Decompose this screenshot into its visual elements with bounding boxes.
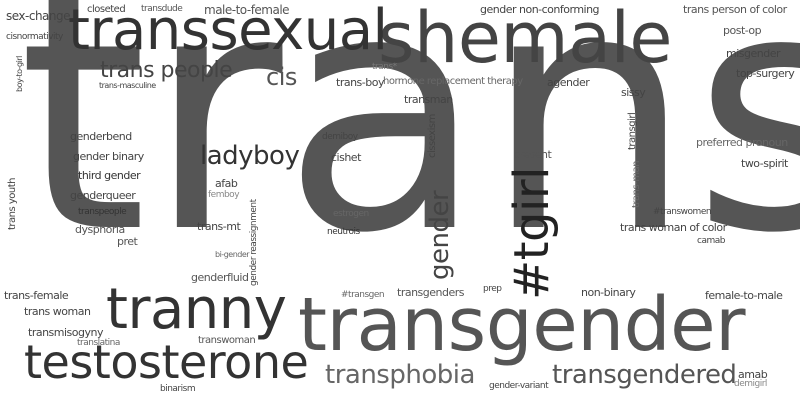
cloud-word-female-to-male: female-to-male: [705, 289, 783, 302]
cloud-word-trans-people: trans people: [100, 58, 233, 83]
cloud-word-afab: afab: [215, 177, 238, 190]
cloud-word-transphobia: transphobia: [325, 360, 475, 390]
cloud-word-amab: amab: [738, 368, 768, 381]
cloud-word-sissy: sissy: [621, 86, 646, 99]
cloud-word-neutrois: neutrois: [327, 227, 360, 237]
cloud-word-demiboy: demiboy: [322, 132, 358, 142]
cloud-word-genderbend: genderbend: [70, 130, 132, 143]
cloud-word-transwomen: #transwomen: [653, 207, 712, 217]
cloud-word-closeted: closeted: [87, 4, 126, 15]
cloud-word-boy-to-girl: boy-to-girl: [15, 56, 24, 92]
cloud-word-male-to-female: male-to-female: [204, 3, 290, 17]
cloud-word-bi-gender: bi-gender: [215, 250, 250, 259]
cloud-word-cishet: cishet: [331, 151, 361, 164]
cloud-word-transman: transman: [404, 93, 453, 106]
cloud-word-gender-non-conforming: gender non-conforming: [480, 3, 600, 16]
cloud-word-transwoman: transwoman: [198, 335, 256, 346]
cloud-word-misgender: misgender: [726, 47, 781, 60]
cloud-word-trans-man: trans-man: [631, 160, 642, 208]
cloud-word-trans-masculine: trans-masculine: [99, 81, 156, 90]
cloud-word-gender-reassignment: gender reassignment: [249, 199, 259, 286]
cloud-word-gender-binary: gender binary: [73, 150, 144, 163]
cloud-word-top-surgery: top-surgery: [736, 67, 795, 80]
cloud-word-transgender: transgender: [298, 282, 746, 368]
cloud-word-camab: camab: [697, 236, 725, 246]
cloud-word-testosterone: testosterone: [24, 335, 309, 389]
cloud-word-sex-change: sex-change: [6, 9, 71, 23]
cloud-word-prep: prep: [483, 284, 502, 294]
cloud-word-cissexism: cissexism: [427, 114, 438, 158]
cloud-word-tgirl: #tgirl: [504, 167, 560, 300]
cloud-word-trans-woman-of-color: trans woman of color: [620, 221, 727, 234]
cloud-word-demigirl: demigirl: [734, 379, 767, 389]
cloud-word-transmisogyny: transmisogyny: [28, 326, 104, 339]
cloud-word-trans: trans: [18, 0, 800, 305]
cloud-word-present: present: [513, 148, 552, 161]
cloud-word-non-binary: non-binary: [581, 286, 636, 299]
cloud-word-post-op: post-op: [723, 24, 762, 37]
cloud-word-trans-mt: trans-mt: [197, 220, 241, 233]
cloud-word-genderqueer: genderqueer: [70, 189, 136, 202]
cloud-word-estrogen: estrogen: [333, 209, 369, 219]
cloud-word-pret: pret: [117, 235, 138, 248]
cloud-word-dysphoria: dysphoria: [75, 223, 125, 236]
cloud-word-gender-variant: gender-variant: [489, 381, 549, 391]
cloud-word-two-spirit: two-spirit: [741, 157, 788, 170]
cloud-word-ladyboy: ladyboy: [200, 141, 300, 171]
cloud-word-transgirl: transgirl: [627, 112, 638, 150]
cloud-word-preferred-pronoun: preferred pronoun: [696, 136, 788, 149]
cloud-word-transgendered: transgendered: [552, 360, 737, 390]
cloud-word-shemale: shemale: [378, 0, 673, 79]
cloud-word-cisnormativity: cisnormativity: [6, 32, 63, 42]
cloud-word-translatina: translatina: [77, 338, 120, 348]
cloud-word-genderfluid: genderfluid: [191, 271, 249, 284]
cloud-word-gender: gender: [425, 190, 455, 280]
cloud-word-trans-youth: trans youth: [7, 177, 18, 230]
cloud-word-cis: cis: [266, 63, 297, 91]
cloud-word-transgen: #transgen: [341, 290, 385, 300]
cloud-word-transdude: transdude: [141, 4, 183, 14]
cloud-word-third-gender: third gender: [78, 169, 141, 182]
cloud-word-trans-person-of-color: trans person of color: [683, 3, 787, 16]
cloud-word-transsexual: transsexual: [68, 0, 388, 63]
cloud-word-trans: trans*: [372, 62, 397, 72]
cloud-word-binarism: binarism: [160, 384, 196, 394]
cloud-word-trans-female: trans-female: [4, 289, 69, 302]
cloud-word-tranny: tranny: [106, 277, 287, 342]
cloud-word-trans-woman: trans woman: [24, 305, 91, 318]
cloud-word-agender: agender: [547, 76, 590, 89]
cloud-word-femboy: femboy: [208, 190, 240, 200]
cloud-word-transgenders: transgenders: [397, 286, 465, 299]
cloud-word-hormone-replacement-therapy: hormone replacement therapy: [383, 76, 523, 87]
cloud-word-trans-boy: trans-boy: [336, 76, 384, 89]
cloud-word-transpeople: transpeople: [78, 207, 127, 217]
